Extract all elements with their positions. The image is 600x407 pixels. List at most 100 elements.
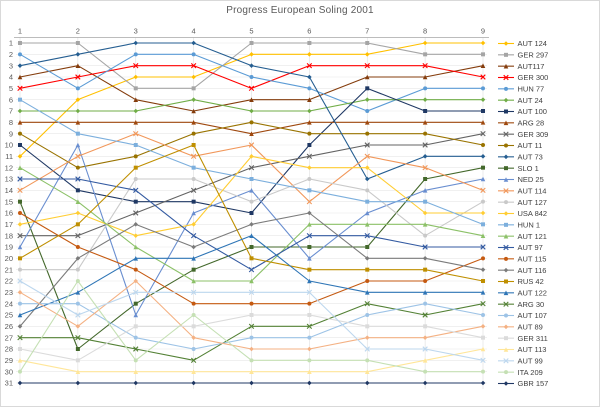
legend-item: GER 309 [498,130,548,139]
legend-item: ARG 28 [498,118,544,127]
legend-label: AUT 11 [518,141,543,150]
y-axis-tick-label: 13 [5,175,13,184]
series-aut-97 [17,176,486,273]
legend-label: AUT 114 [518,186,547,195]
legend-label: AUT 100 [518,107,547,116]
series-aut-89 [17,278,486,352]
y-axis-tick-label: 16 [5,209,13,218]
legend-item: AUT 24 [498,96,543,105]
legend-label: AUT 89 [518,322,543,331]
series-aut-122 [17,233,486,318]
y-axis-tick-label: 6 [9,95,13,104]
series-hun-77 [18,52,485,113]
legend-label: AUT117 [518,62,545,71]
series-usa-842 [17,154,486,238]
chart-title: Progress European Soling 2001 [226,5,374,16]
y-axis-tick-label: 3 [9,61,13,70]
x-axis-tick-label: 9 [481,27,485,36]
series-aut-115 [18,211,485,306]
legend: AUT 124 GER 297 AUT117 GER 300 HUN 77 AUT 24 A… [498,39,548,388]
legend-item: RUS 42 [498,277,544,286]
legend-label: GER 297 [518,50,549,59]
legend-label: GER 311 [518,334,548,343]
series-ger-300 [17,62,486,92]
y-axis-tick-label: 30 [5,367,13,376]
series-gbr-157 [17,380,486,386]
legend-item: AUT 121 [498,232,547,241]
legend-label: USA 842 [518,209,548,218]
legend-label: ARG 30 [518,300,545,309]
y-axis-tick-label: 21 [5,265,13,274]
series-arg-30 [17,300,486,364]
legend-item: ITA 209 [498,368,543,377]
legend-item: AUT 122 [498,288,547,297]
y-axis-tick-label: 22 [5,277,13,286]
legend-label: AUT 107 [518,311,547,320]
legend-item: AUT 127 [498,198,547,207]
legend-item: GER 297 [498,50,548,59]
legend-label: RUS 42 [518,277,544,286]
x-axis-tick-label: 4 [192,27,196,36]
y-axis-tick-label: 17 [5,220,13,229]
legend-label: AUT 113 [518,345,547,354]
y-axis-tick-label: 2 [9,50,13,59]
series-ger-311 [18,313,485,363]
legend-item: AUT 89 [498,322,543,331]
legend-label: ARG 28 [518,118,545,127]
series-arg-28 [17,120,486,136]
legend-item: AUT 107 [498,311,547,320]
y-axis-tick-label: 4 [9,73,13,82]
y-axis-tick-label: 7 [9,107,13,116]
x-axis-tick-label: 2 [76,27,80,36]
x-axis-tick-label: 5 [249,27,253,36]
legend-label: NED 25 [518,175,544,184]
x-axis-tick-label: 8 [423,27,427,36]
y-axis-tick-label: 25 [5,311,13,320]
y-axis-tick-label: 28 [5,345,13,354]
y-axis-tick-label: 12 [5,163,13,172]
y-axis-tick-label: 18 [5,231,13,240]
legend-item: AUT 11 [498,141,542,150]
y-axis-tick-label: 10 [5,141,13,150]
legend-label: AUT 127 [518,198,547,207]
y-axis-tick-label: 31 [5,379,13,388]
legend-item: USA 842 [498,209,547,218]
x-axis-tick-label: 3 [134,27,138,36]
y-axis-tick-label: 26 [5,322,13,331]
y-axis-tick-label: 27 [5,333,13,342]
legend-item: ARG 30 [498,300,544,309]
legend-item: GER 300 [498,73,548,82]
legend-label: ITA 209 [518,368,543,377]
x-axis-tick-label: 7 [365,27,369,36]
legend-item: HUN 77 [498,84,544,93]
legend-label: AUT 24 [518,96,543,105]
legend-label: AUT 124 [518,39,547,48]
legend-item: AUT117 [498,62,544,71]
y-axis-tick-label: 9 [9,129,13,138]
legend-label: AUT 116 [518,266,547,275]
legend-item: AUT 124 [498,39,547,48]
series-aut-107 [18,301,485,351]
legend-label: GER 309 [518,130,549,139]
legend-item: AUT 73 [498,152,543,161]
series-aut-127 [18,177,485,272]
y-axis-tick-label: 23 [5,288,13,297]
series-ger-309 [17,130,486,239]
legend-item: NED 25 [498,175,544,184]
y-axis-tick-label: 14 [5,186,13,195]
y-axis-tick-label: 20 [5,254,13,263]
legend-label: HUN 77 [518,84,545,93]
series-aut-114 [17,130,486,205]
y-axis-tick-label: 8 [9,118,13,127]
series-aut-24 [17,97,486,114]
series-aut-11 [18,120,485,170]
y-axis-tick-label: 15 [5,197,13,206]
legend-label: AUT 99 [518,356,543,365]
legend-item: GER 311 [498,334,548,343]
legend-item: AUT 97 [498,243,543,252]
legend-item: AUT 116 [498,266,546,275]
legend-label: AUT 73 [518,152,543,161]
legend-label: AUT 115 [518,254,547,263]
series-aut-116 [17,210,486,329]
